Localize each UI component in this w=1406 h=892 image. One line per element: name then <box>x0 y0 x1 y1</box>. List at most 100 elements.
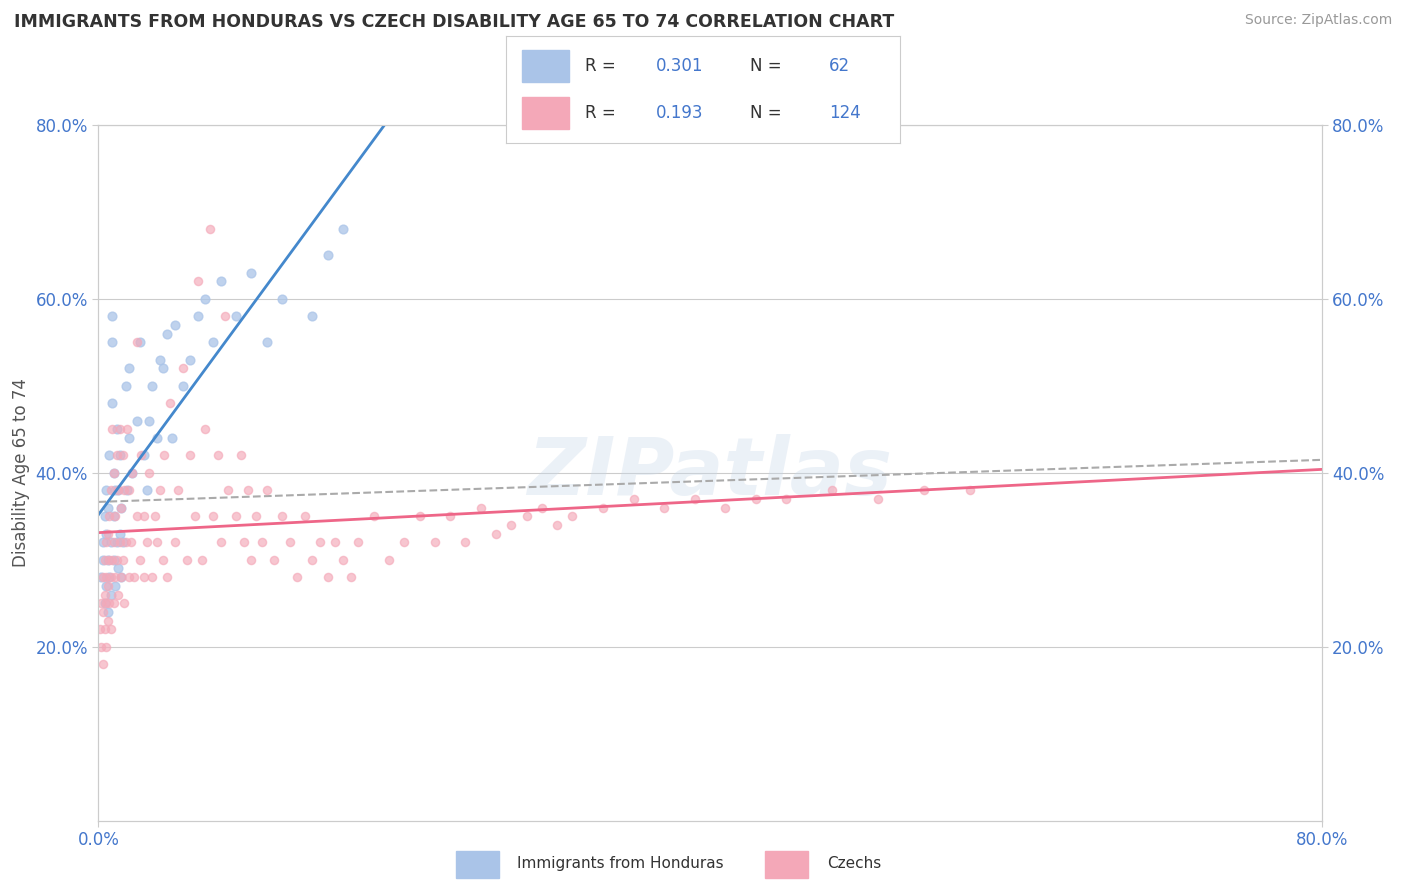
Point <box>108 422 131 436</box>
Point <box>959 483 981 497</box>
Point <box>120 535 142 549</box>
Point <box>530 500 553 515</box>
Point <box>94 579 117 593</box>
Point <box>100 535 122 549</box>
Point <box>179 448 201 462</box>
Point <box>97 526 120 541</box>
Point <box>423 535 446 549</box>
Point <box>94 526 117 541</box>
Point <box>89 623 111 637</box>
Point <box>111 535 134 549</box>
Point <box>100 623 122 637</box>
Point <box>121 466 143 480</box>
Point <box>94 640 117 654</box>
Point <box>172 361 194 376</box>
Point <box>363 509 385 524</box>
Point <box>225 509 247 524</box>
Point <box>339 570 361 584</box>
Point <box>128 335 150 350</box>
Point <box>179 352 201 367</box>
Point <box>90 596 112 610</box>
Point <box>110 500 132 515</box>
Point <box>101 422 124 436</box>
Point <box>93 596 115 610</box>
Point <box>103 466 125 480</box>
Text: Immigrants from Honduras: Immigrants from Honduras <box>517 855 724 871</box>
Point <box>163 318 186 332</box>
Point <box>103 596 125 610</box>
Point <box>256 335 278 350</box>
Point <box>97 500 120 515</box>
Point <box>129 448 152 462</box>
Point <box>91 657 114 671</box>
Point <box>160 431 183 445</box>
Point <box>107 483 129 497</box>
Text: N =: N = <box>751 57 787 75</box>
Point <box>316 248 339 262</box>
Point <box>118 361 141 376</box>
FancyBboxPatch shape <box>456 851 499 878</box>
Point <box>117 483 139 497</box>
Point <box>225 310 247 324</box>
Point <box>159 396 181 410</box>
Point <box>256 483 278 497</box>
Text: Czechs: Czechs <box>827 855 882 871</box>
Point <box>209 535 232 549</box>
Point <box>103 552 125 567</box>
Text: IMMIGRANTS FROM HONDURAS VS CZECH DISABILITY AGE 65 TO 74 CORRELATION CHART: IMMIGRANTS FROM HONDURAS VS CZECH DISABI… <box>14 13 894 31</box>
Point <box>912 483 935 497</box>
Point <box>93 587 115 601</box>
Text: 0.193: 0.193 <box>655 103 703 121</box>
Point <box>194 292 217 306</box>
Point <box>439 509 461 524</box>
Point <box>97 552 120 567</box>
Point <box>214 310 236 324</box>
Point <box>103 509 125 524</box>
Point <box>98 552 121 567</box>
Point <box>153 448 176 462</box>
Point <box>152 552 174 567</box>
Point <box>145 431 167 445</box>
Point <box>821 483 844 497</box>
Point <box>94 570 117 584</box>
Point <box>112 483 135 497</box>
Point <box>115 535 138 549</box>
Point <box>107 587 129 601</box>
Point <box>152 361 174 376</box>
Point <box>128 552 150 567</box>
Point <box>105 422 128 436</box>
Point <box>125 414 148 428</box>
Point <box>105 552 128 567</box>
Point <box>278 535 301 549</box>
Point <box>592 500 614 515</box>
Point <box>301 552 323 567</box>
Point <box>134 509 156 524</box>
Point <box>408 509 430 524</box>
Point <box>91 605 114 619</box>
Point <box>136 535 159 549</box>
Point <box>245 509 267 524</box>
Point <box>115 378 138 392</box>
Point <box>91 570 114 584</box>
Point <box>191 552 214 567</box>
Point <box>217 483 239 497</box>
Text: ZIPatlas: ZIPatlas <box>527 434 893 512</box>
Point <box>105 535 128 549</box>
Point <box>561 509 583 524</box>
Point <box>138 414 160 428</box>
Point <box>198 222 221 236</box>
Point <box>118 431 141 445</box>
Point <box>93 552 115 567</box>
Point <box>90 640 112 654</box>
Point <box>714 500 737 515</box>
Point <box>103 466 125 480</box>
FancyBboxPatch shape <box>522 50 569 82</box>
Point <box>110 570 132 584</box>
Point <box>207 448 229 462</box>
FancyBboxPatch shape <box>765 851 808 878</box>
FancyBboxPatch shape <box>522 96 569 128</box>
Point <box>104 509 127 524</box>
Point <box>143 509 166 524</box>
Point <box>125 335 148 350</box>
Point <box>118 570 141 584</box>
